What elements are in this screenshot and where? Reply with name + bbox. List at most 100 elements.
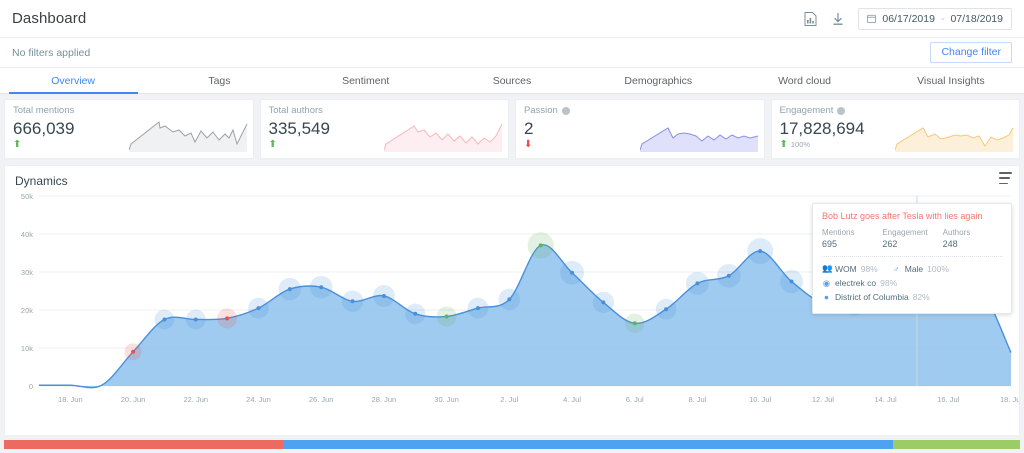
sentiment-segment-positive[interactable]: [892, 439, 1020, 449]
chart-point[interactable]: [444, 314, 449, 319]
chart-point[interactable]: [131, 349, 136, 354]
hamburger-menu-icon[interactable]: [999, 172, 1012, 184]
kpi-label-text: Total mentions: [13, 105, 75, 116]
date-range-picker[interactable]: 06/17/2019 - 07/18/2019: [858, 7, 1012, 30]
y-axis-label: 10k: [21, 344, 33, 353]
sentiment-segment-negative[interactable]: [4, 439, 284, 449]
tab-tags[interactable]: Tags: [146, 68, 292, 93]
tooltip-metric-key: Mentions: [822, 228, 855, 238]
date-to: 07/18/2019: [950, 12, 1003, 25]
kpi-value: 335,549: [268, 119, 330, 138]
chart-point[interactable]: [413, 311, 418, 316]
kpi-label: Engagement: [780, 105, 1012, 116]
chart-point[interactable]: [695, 281, 700, 286]
y-axis-label: 50k: [21, 192, 33, 201]
dynamics-chart[interactable]: 0 10k 20k 30k 40k 50k 18. Jun 20. Jun 22. Jun 24.…: [5, 190, 1019, 436]
report-icon[interactable]: [802, 11, 818, 27]
people-icon: 👥: [822, 263, 833, 274]
kpi-sparkline: [895, 127, 1014, 152]
x-axis-label: 22. Jun: [183, 395, 208, 404]
x-axis-label: 6. Jul: [626, 395, 644, 404]
tab-label: Tags: [208, 74, 231, 87]
chart-point[interactable]: [319, 285, 324, 290]
x-axis-label: 2. Jul: [500, 395, 518, 404]
chart-point[interactable]: [381, 293, 386, 298]
chart-point[interactable]: [726, 273, 731, 278]
x-axis-label: 20. Jun: [121, 395, 146, 404]
tooltip-attribute-pct: 98%: [880, 278, 898, 289]
tab-overview[interactable]: Overview: [0, 68, 146, 94]
chart-point[interactable]: [570, 270, 575, 275]
kpi-card-engagement[interactable]: Engagement 17,828,694 ⬆ 100%: [770, 99, 1020, 159]
x-axis-label: 30. Jun: [434, 395, 459, 404]
chart-point[interactable]: [789, 279, 794, 284]
x-axis-label: 18. Jul: [1000, 395, 1019, 404]
tooltip-attribute-location: ● District of Columbia 82%: [822, 292, 1003, 302]
kpi-label-text: Total authors: [268, 105, 323, 116]
filter-status-text: No filters applied: [12, 46, 91, 59]
chart-point[interactable]: [507, 297, 512, 302]
chart-point[interactable]: [664, 307, 669, 312]
tooltip-metric-key: Engagement: [882, 228, 928, 238]
dynamics-chart-svg[interactable]: 0 10k 20k 30k 40k 50k 18. Jun 20. Jun 22. Jun 24.…: [5, 190, 1019, 436]
date-from: 06/17/2019: [882, 12, 935, 25]
tooltip-metrics: Mentions 695 Engagement 262 Authors 248: [822, 228, 1003, 249]
chart-point[interactable]: [350, 299, 355, 304]
tab-label: Overview: [51, 74, 96, 87]
info-icon[interactable]: [561, 106, 570, 115]
chart-point[interactable]: [256, 306, 261, 311]
kpi-trend: ⬆: [269, 139, 501, 150]
kpi-card-total-authors[interactable]: Total authors 335,549 ⬆: [259, 99, 509, 159]
dynamics-panel: Dynamics 0 10k 20k 30k 40k 50k 18. Jun 20. Jun 2…: [4, 165, 1020, 437]
kpi-value: 666,039: [13, 119, 75, 138]
kpi-card-passion[interactable]: Passion 2 ⬇: [515, 99, 765, 159]
tooltip-metric-value: 248: [942, 239, 958, 250]
tab-sources[interactable]: Sources: [439, 68, 585, 93]
tooltip-attribute-pct: 98%: [860, 263, 878, 274]
chart-point[interactable]: [758, 249, 763, 254]
x-axis-label: 28. Jun: [372, 395, 397, 404]
kpi-card-row: Total mentions 666,039 ⬆ Total authors 335,5…: [0, 94, 1024, 163]
dynamics-title: Dynamics: [15, 174, 68, 188]
sentiment-segment-neutral[interactable]: [283, 439, 893, 449]
chart-point[interactable]: [475, 306, 480, 311]
tooltip-attribute-pct: 100%: [927, 263, 949, 274]
kpi-sparkline: [384, 123, 503, 152]
chart-point[interactable]: [225, 316, 230, 321]
kpi-label: Total mentions: [13, 105, 245, 116]
kpi-trend: ⬆ 100%: [780, 139, 1012, 150]
tab-word-cloud[interactable]: Word cloud: [731, 68, 877, 93]
chart-point[interactable]: [538, 243, 543, 248]
kpi-trend: ⬇: [524, 139, 756, 150]
chart-point[interactable]: [193, 317, 198, 322]
kpi-sparkline: [639, 127, 758, 152]
y-axis-label: 0: [29, 382, 33, 391]
tab-visual-insights[interactable]: Visual Insights: [878, 68, 1024, 93]
change-filter-button[interactable]: Change filter: [930, 42, 1012, 63]
calendar-icon: [867, 14, 877, 23]
chart-point[interactable]: [162, 317, 167, 322]
tab-label: Word cloud: [778, 74, 831, 87]
info-icon[interactable]: [837, 106, 846, 115]
tooltip-attribute-wom: 👥 WOM 98%: [822, 263, 878, 274]
tooltip-attribute-gender: ♂ Male 100%: [892, 264, 949, 274]
kpi-card-total-mentions[interactable]: Total mentions 666,039 ⬆: [4, 99, 254, 159]
tab-demographics[interactable]: Demographics: [585, 68, 731, 93]
arrow-up-icon: ⬆: [13, 138, 22, 150]
x-axis-label: 18. Jun: [58, 395, 83, 404]
download-icon[interactable]: [830, 11, 846, 27]
tab-sentiment[interactable]: Sentiment: [293, 68, 439, 93]
x-axis-label: 26. Jun: [309, 395, 334, 404]
location-pin-icon: ●: [823, 292, 830, 303]
tab-label: Sources: [492, 74, 532, 87]
chart-tooltip: Bob Lutz goes after Tesla with lies agai…: [812, 203, 1012, 314]
kpi-sparkline: [128, 121, 247, 152]
chart-point[interactable]: [601, 300, 606, 305]
chart-point[interactable]: [632, 321, 637, 326]
filter-bar: No filters applied Change filter: [0, 38, 1024, 68]
tooltip-metric: Mentions 695: [822, 228, 882, 249]
chart-point[interactable]: [287, 287, 292, 292]
tooltip-metric-key: Authors: [942, 228, 971, 238]
kpi-label-text: Passion: [524, 105, 558, 116]
